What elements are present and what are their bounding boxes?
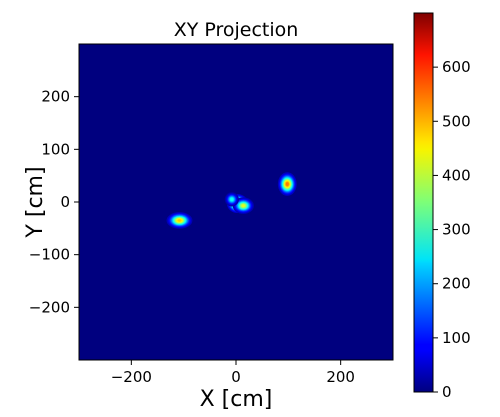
colorbar-tick-label: 300: [442, 221, 471, 239]
x-axis-ticks: −200 0 200: [111, 360, 355, 386]
x-tick-label: 200: [326, 368, 355, 386]
colorbar-tick-label: 100: [442, 329, 471, 347]
y-tick-label: 0: [60, 193, 70, 211]
colorbar-tick-label: 500: [442, 112, 471, 130]
y-tick-label: 200: [41, 88, 70, 106]
colorbar-tick-label: 200: [442, 275, 471, 293]
hotspot-3: [277, 172, 297, 196]
y-axis-ticks: −200 −100 0 100 200: [29, 88, 79, 316]
y-tick-label: −200: [29, 298, 70, 316]
chart-title: XY Projection: [174, 19, 299, 41]
x-tick-label: −200: [111, 368, 152, 386]
y-axis-label: Y [cm]: [23, 166, 48, 238]
colorbar-ticks: 0 100 200 300 400 500 600: [433, 58, 471, 401]
hotspot-2: [224, 192, 239, 207]
y-tick-label: −100: [29, 246, 70, 264]
hotspot-level: [285, 182, 289, 186]
x-axis-label: X [cm]: [200, 387, 273, 412]
colorbar: [413, 12, 434, 393]
hotspot-4: [166, 212, 193, 229]
y-tick-label: 100: [41, 140, 70, 158]
colorbar-tick-label: 600: [442, 58, 471, 76]
hotspot-level: [241, 204, 245, 207]
hotspot-layer: [166, 172, 297, 229]
hotspot-level: [230, 198, 233, 201]
colorbar-tick-label: 0: [442, 383, 452, 401]
x-tick-label: 0: [231, 368, 241, 386]
hotspot-level: [177, 219, 182, 222]
colorbar-tick-label: 400: [442, 166, 471, 184]
